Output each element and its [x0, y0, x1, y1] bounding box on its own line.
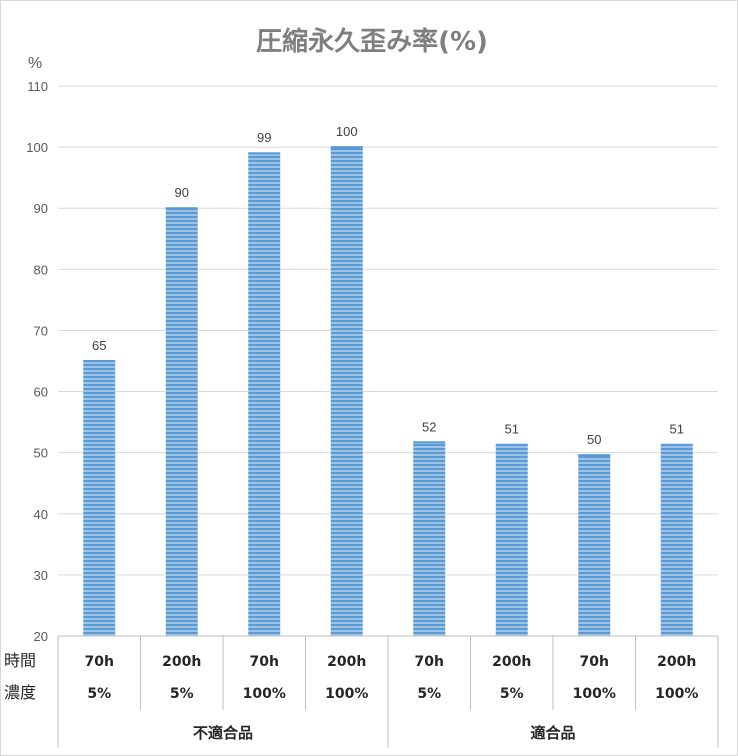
concentration-label: 100%: [243, 686, 286, 702]
y-tick-label: 70: [34, 323, 48, 338]
group-label: 不適合品: [193, 724, 253, 742]
y-axis-label: %: [28, 55, 42, 72]
data-label: 99: [257, 130, 271, 145]
y-tick-label: 40: [34, 507, 48, 522]
time-label: 200h: [657, 654, 696, 670]
data-label: 100: [336, 124, 358, 139]
y-tick-label: 20: [34, 629, 48, 644]
y-tick-labels: 20 30 40 50 60 70 80 90 100 110: [26, 79, 48, 644]
y-tick-label: 60: [34, 385, 48, 400]
time-label: 70h: [85, 654, 114, 670]
bar: [248, 153, 281, 636]
bar: [660, 444, 693, 636]
time-label: 200h: [492, 654, 531, 670]
bar: [495, 444, 528, 636]
concentration-label: 5%: [417, 686, 441, 702]
chart-title: 圧縮永久歪み率(%): [256, 26, 488, 57]
time-label: 70h: [580, 654, 609, 670]
y-tick-label: 110: [27, 79, 48, 94]
bar: [165, 208, 198, 636]
data-label: 50: [587, 432, 601, 447]
concentration-label: 100%: [325, 686, 368, 702]
time-label: 200h: [162, 654, 201, 670]
row-label-time: 時間: [4, 651, 36, 670]
data-label: 51: [505, 422, 519, 437]
group-label: 適合品: [530, 724, 575, 742]
concentration-label: 5%: [87, 686, 111, 702]
bars: [83, 146, 693, 636]
time-label: 200h: [327, 654, 366, 670]
bar: [330, 147, 363, 636]
concentration-label: 5%: [170, 686, 194, 702]
data-labels: 65 90 99 100 52 51 50 51: [92, 124, 684, 447]
y-tick-label: 90: [34, 201, 48, 216]
concentration-label: 100%: [655, 686, 698, 702]
data-label: 90: [175, 185, 189, 200]
y-tick-label: 80: [34, 262, 48, 277]
bar: [578, 455, 611, 636]
y-tick-label: 30: [34, 568, 48, 583]
bar: [83, 361, 116, 636]
concentration-label: 100%: [573, 686, 616, 702]
y-tick-label: 50: [34, 446, 48, 461]
data-label: 52: [422, 419, 436, 434]
row-label-concentration: 濃度: [4, 683, 36, 702]
bar: [413, 442, 446, 636]
y-tick-label: 100: [26, 140, 48, 155]
data-label: 65: [92, 338, 106, 353]
time-label: 70h: [415, 654, 444, 670]
time-label: 70h: [250, 654, 279, 670]
data-label: 51: [670, 422, 684, 437]
concentration-label: 5%: [500, 686, 524, 702]
